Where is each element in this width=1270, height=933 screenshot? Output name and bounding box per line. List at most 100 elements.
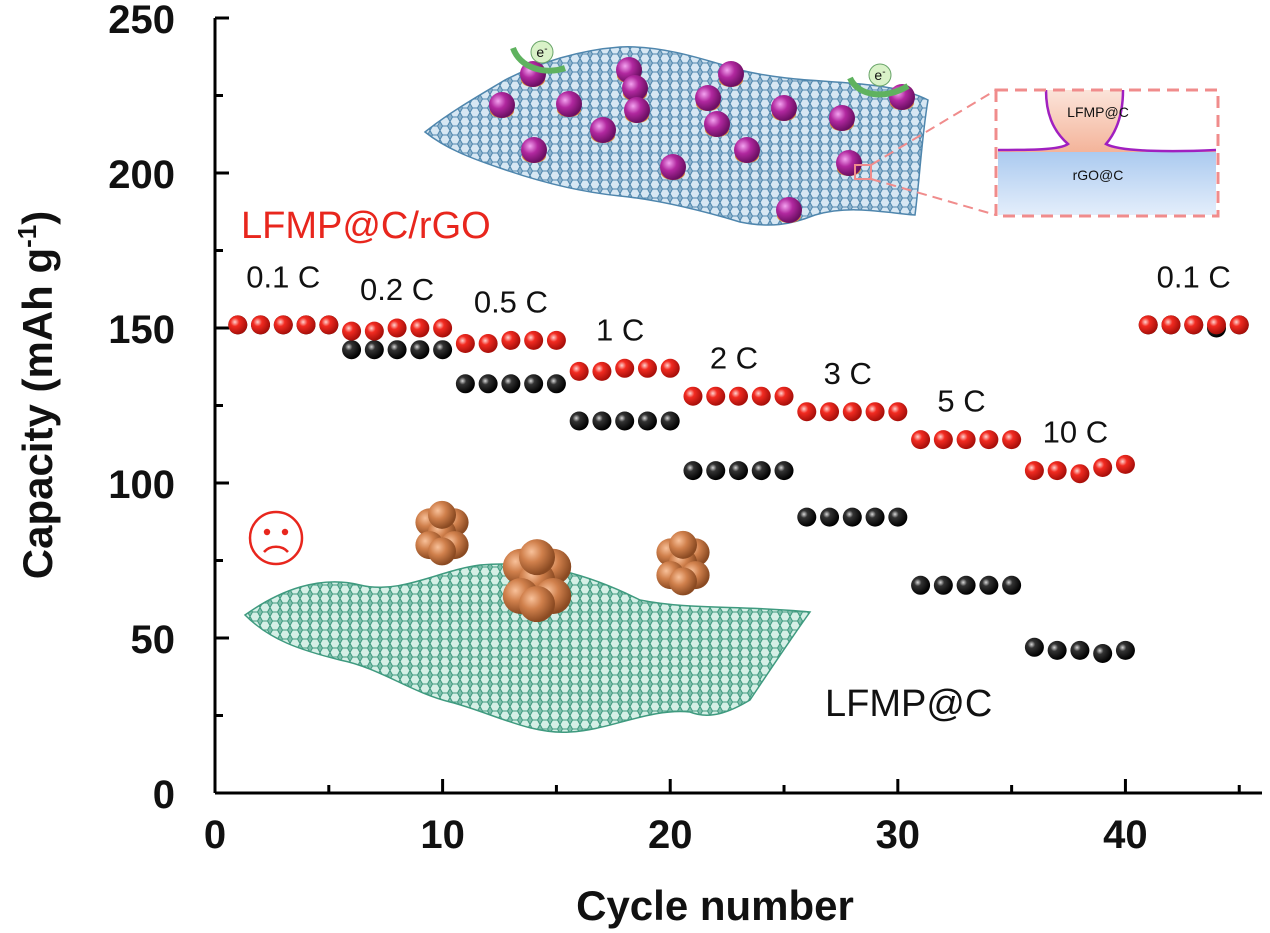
data-point: [228, 315, 248, 335]
electron-bubble-right: [868, 63, 892, 87]
inset-frame: [994, 88, 1220, 218]
series-label-lfmp-c: LFMP@C: [825, 683, 992, 725]
electron-label-right: e-: [874, 67, 885, 83]
data-point: [933, 430, 953, 450]
particle: [590, 117, 616, 143]
rgo-sheet: [423, 46, 929, 226]
data-point: [729, 386, 748, 406]
particle: [776, 197, 802, 223]
rate-label: 1 C: [596, 312, 644, 347]
data-point: [683, 386, 703, 406]
data-point: [729, 461, 748, 481]
particle: [556, 91, 582, 117]
particle: [624, 97, 650, 123]
cluster-sphere: [428, 537, 456, 566]
data-point: [751, 386, 771, 406]
particle: [836, 150, 862, 176]
data-point: [888, 402, 908, 422]
sad-face-icon: [248, 510, 304, 566]
data-point: [1093, 644, 1113, 663]
y-tick-label: 150: [108, 308, 175, 352]
particle: [489, 92, 515, 118]
data-point: [478, 374, 498, 394]
y-tick-label: 250: [108, 0, 175, 42]
rate-label: 0.1 C: [246, 260, 320, 295]
agglomerated-sheet-illustration: [243, 500, 812, 733]
data-point: [342, 321, 362, 341]
inset-carbon-outline: [997, 89, 1217, 153]
data-point: [524, 374, 544, 394]
data-point: [1229, 315, 1249, 335]
data-point: [911, 575, 931, 595]
data-point: [615, 358, 635, 378]
data-point: [842, 507, 862, 527]
cluster-sphere: [669, 530, 697, 559]
data-point: [751, 461, 771, 481]
data-point: [706, 386, 726, 406]
zoom-marker: [854, 164, 872, 180]
data-point: [820, 507, 840, 527]
cluster-sphere: [669, 567, 697, 596]
particle: [704, 111, 730, 137]
data-point: [1184, 315, 1204, 335]
cluster-sphere: [519, 539, 555, 576]
data-point: [569, 361, 589, 381]
data-point: [1002, 575, 1022, 595]
data-point: [501, 374, 521, 394]
data-point: [342, 340, 362, 360]
data-point: [592, 361, 612, 381]
particle: [734, 137, 760, 163]
electron-arrow-right: [847, 76, 910, 98]
particle: [771, 95, 797, 121]
data-point: [546, 374, 566, 394]
data-point: [1047, 461, 1067, 481]
data-point: [1115, 454, 1135, 474]
axis-tick-labels: 0 50 100 150 200 250 0 10 20 30 40: [108, 0, 1147, 857]
series-lfmp-c-rgo: [228, 315, 1249, 484]
rate-label: 2 C: [710, 340, 758, 375]
rgo-sheet-illustration: e- e-: [423, 40, 997, 226]
data-point: [455, 334, 475, 353]
data-point: [478, 334, 498, 353]
zoom-line-bottom: [870, 178, 997, 216]
data-point: [410, 340, 430, 360]
series-label-lfmp-c-rgo: LFMP@C/rGO: [241, 205, 491, 247]
data-point: [933, 575, 953, 595]
inset-bottom-layer: [998, 150, 1216, 215]
data-point: [1206, 315, 1226, 335]
x-tick-label: 10: [420, 813, 465, 857]
graphene-sheet: [243, 563, 812, 733]
y-tick-label: 0: [153, 773, 175, 817]
data-point: [592, 411, 612, 431]
data-point: [637, 411, 657, 431]
series-lfmp-c: [228, 315, 1249, 663]
data-point: [911, 430, 931, 450]
data-point: [660, 358, 680, 378]
particle: [695, 85, 721, 111]
cluster-sphere: [428, 500, 456, 529]
data-point: [774, 386, 794, 406]
rate-label: 0.2 C: [360, 272, 434, 307]
data-point: [865, 507, 885, 527]
data-point: [273, 315, 293, 335]
data-point: [888, 507, 908, 527]
data-point: [979, 575, 999, 595]
inset-label-particle: LFMP@C: [1067, 104, 1129, 120]
x-axis-title: Cycle number: [576, 882, 854, 929]
data-point: [683, 461, 703, 481]
data-point: [956, 575, 976, 595]
y-axis-title-superscript: -1: [12, 225, 42, 248]
particle: [660, 154, 686, 180]
data-point: [615, 411, 635, 431]
data-point: [660, 411, 680, 431]
electron-label-left: e-: [536, 44, 547, 60]
data-point: [1047, 640, 1067, 660]
y-tick-label: 50: [131, 618, 176, 662]
x-tick-label: 0: [204, 813, 226, 857]
particle: [718, 61, 744, 87]
rate-label: 5 C: [937, 384, 985, 419]
data-point: [956, 430, 976, 450]
data-point: [410, 318, 430, 338]
data-point: [251, 315, 271, 335]
data-point: [706, 461, 726, 481]
